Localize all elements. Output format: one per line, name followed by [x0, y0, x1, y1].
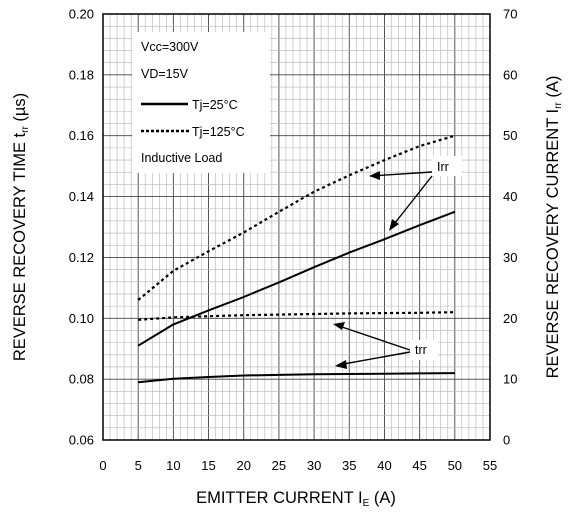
x-tick-label: 50: [448, 458, 462, 473]
annotation-trr-arrowhead-1: [333, 322, 345, 330]
x-tick-label: 45: [412, 458, 426, 473]
series-line-irr-tj125: [137, 134, 456, 301]
left-y-tick-label: 0.06: [69, 433, 94, 448]
x-tick-label: 20: [236, 458, 250, 473]
x-axis-ticks: 0 5 10 15 20 25 30 35 40 45 50 55: [99, 458, 497, 473]
legend: Vcc=300V VD=15V Tj=25°C Tj=125°C Inducti…: [132, 32, 270, 173]
right-y-tick-label: 70: [503, 7, 517, 22]
right-y-axis-ticks: 0 10 20 30 40 50 60 70: [503, 7, 517, 448]
left-y-tick-label: 0.16: [69, 128, 94, 143]
annotation-irr-background: [432, 156, 462, 176]
annotation-irr-label: Irr: [437, 160, 449, 174]
right-y-axis-title: REVERSE RECOVERY CURRENT Irr (A): [544, 76, 564, 379]
plot-frame: [102, 13, 491, 441]
x-axis-title: EMITTER CURRENT IE (A): [196, 489, 396, 509]
right-y-tick-label: 50: [503, 128, 517, 143]
left-y-tick-label: 0.10: [69, 311, 94, 326]
series-lines: [137, 134, 456, 384]
series-line-trr-tj125: [138, 311, 455, 321]
x-tick-label: 10: [166, 458, 180, 473]
left-y-tick-label: 0.14: [69, 189, 94, 204]
right-y-tick-label: 40: [503, 189, 517, 204]
annotation-trr: trr: [333, 322, 438, 369]
x-tick-label: 15: [201, 458, 215, 473]
left-y-tick-label: 0.08: [69, 372, 94, 387]
series-line-trr-tj25: [138, 372, 455, 384]
x-tick-label: 5: [135, 458, 142, 473]
annotation-trr-arrow-1: [335, 324, 411, 351]
series-line-irr-tj25: [137, 210, 456, 347]
annotation-trr-arrowhead-2: [335, 360, 347, 369]
x-tick-label: 25: [272, 458, 286, 473]
x-tick-label: 55: [483, 458, 497, 473]
legend-label-tj25: Tj=25°C: [192, 98, 238, 112]
x-tick-label: 0: [99, 458, 106, 473]
annotation-irr-arrow-2: [390, 175, 433, 229]
annotation-irr-arrowhead-1: [369, 171, 380, 180]
legend-label-tj125: Tj=125°C: [192, 125, 245, 139]
annotation-irr-arrow-1: [370, 171, 433, 177]
right-y-tick-label: 10: [503, 372, 517, 387]
x-tick-label: 30: [307, 458, 321, 473]
left-y-tick-label: 0.20: [69, 7, 94, 22]
right-y-tick-label: 0: [503, 433, 510, 448]
annotation-irr-arrowhead-2: [389, 219, 399, 231]
annotation-trr-label: trr: [415, 343, 427, 357]
legend-note: Inductive Load: [141, 151, 222, 165]
left-y-axis-title: REVERSE RECOVERY TIME trr (µs): [11, 93, 31, 361]
left-y-axis-ticks: 0.06 0.08 0.10 0.12 0.14 0.16 0.18 0.20: [69, 7, 94, 448]
left-y-tick-label: 0.18: [69, 67, 94, 82]
x-tick-label: 35: [342, 458, 356, 473]
right-y-tick-label: 20: [503, 311, 517, 326]
right-y-tick-label: 60: [503, 67, 517, 82]
left-y-tick-label: 0.12: [69, 250, 94, 265]
legend-background: [132, 32, 270, 173]
annotation-trr-background: [410, 340, 438, 360]
x-tick-label: 40: [377, 458, 391, 473]
legend-condition-vd: VD=15V: [141, 67, 189, 81]
annotation-irr: Irr: [369, 156, 462, 231]
legend-condition-vcc: Vcc=300V: [141, 40, 199, 54]
annotation-trr-arrow-2: [337, 351, 411, 366]
right-y-tick-label: 30: [503, 250, 517, 265]
